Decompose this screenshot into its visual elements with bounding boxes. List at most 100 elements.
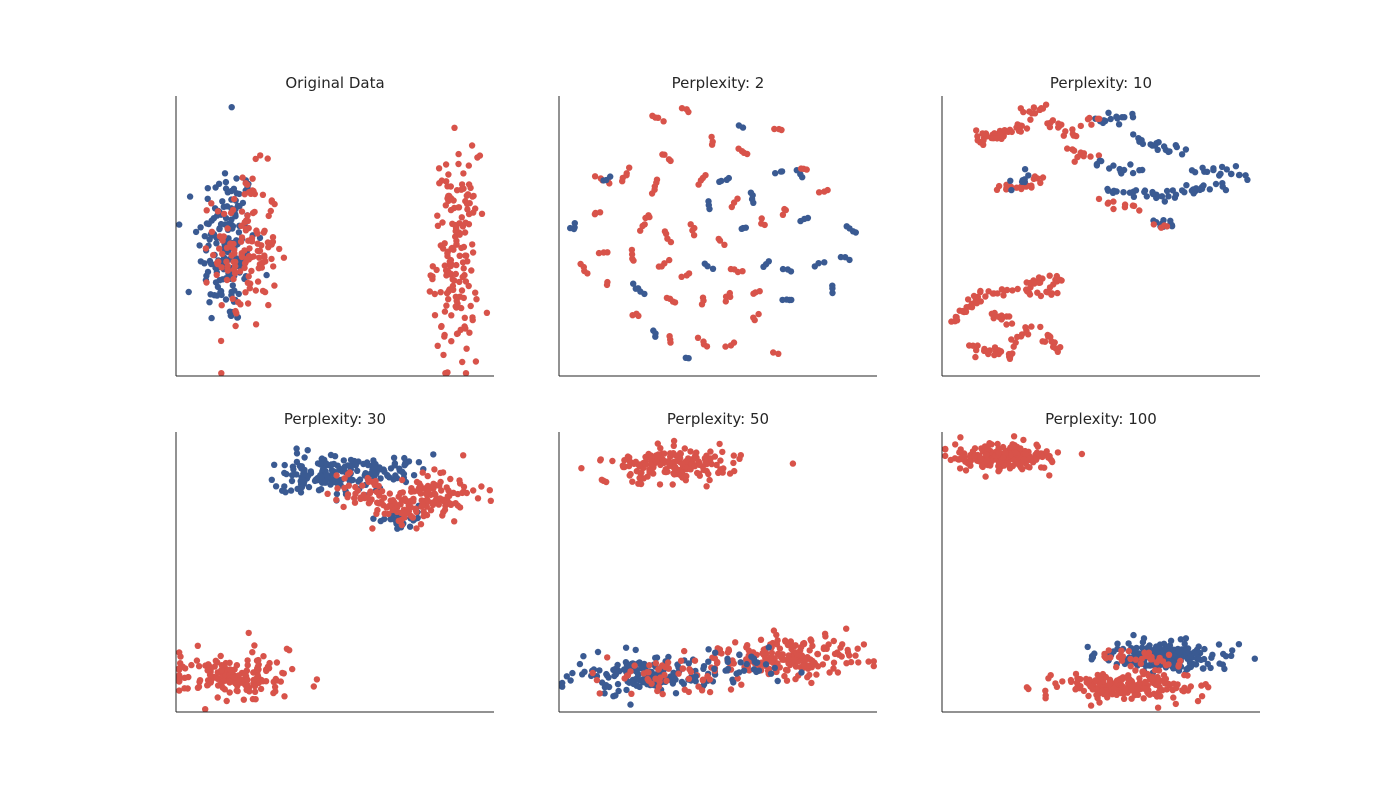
data-point-class-a [1143, 193, 1151, 200]
data-point-class-a [317, 486, 325, 493]
data-point-class-b [1134, 691, 1142, 698]
data-point-class-a [430, 451, 437, 458]
data-point-class-b [1020, 436, 1027, 444]
data-point-class-a [1207, 664, 1214, 672]
data-point-class-b [202, 245, 210, 252]
data-point-class-b [804, 674, 811, 681]
data-point-class-b [854, 645, 861, 652]
data-point-class-b [1000, 462, 1008, 469]
data-point-class-a [390, 454, 398, 461]
data-point-class-b [411, 488, 418, 495]
data-point-class-b [755, 310, 762, 318]
data-point-class-b [1077, 122, 1085, 130]
data-point-class-b [442, 370, 449, 377]
data-point-class-a [354, 467, 361, 474]
data-point-class-b [995, 449, 1003, 456]
data-point-class-a [616, 668, 623, 675]
data-point-class-b [434, 222, 442, 229]
data-point-class-b [474, 495, 482, 502]
data-point-class-b [814, 650, 822, 658]
data-point-class-b [266, 659, 273, 667]
data-point-class-a [217, 287, 225, 295]
data-point-class-b [700, 466, 707, 474]
data-point-class-b [441, 240, 448, 247]
data-point-class-a [222, 296, 230, 303]
data-point-class-b [961, 450, 968, 457]
data-point-class-b [1020, 456, 1027, 463]
data-point-class-b [1037, 464, 1045, 471]
data-point-class-b [953, 314, 960, 321]
data-point-class-a [1195, 643, 1202, 650]
panel-title: Perplexity: 50 [667, 410, 769, 428]
data-point-class-b [714, 658, 721, 666]
data-point-class-b [245, 273, 252, 280]
data-point-class-b [452, 270, 459, 278]
data-point-class-b [1165, 651, 1173, 658]
data-point-class-a [336, 466, 343, 473]
data-point-class-b [255, 661, 262, 668]
data-point-class-a [1007, 177, 1014, 184]
data-point-class-b [1121, 201, 1129, 208]
data-point-class-b [957, 434, 964, 441]
data-point-class-b [431, 466, 438, 473]
data-point-class-a [622, 644, 630, 651]
data-point-class-a [1160, 217, 1167, 224]
data-point-class-b [638, 475, 646, 482]
data-point-class-b [1172, 700, 1180, 708]
data-point-class-b [1148, 656, 1155, 663]
data-point-class-b [246, 245, 253, 252]
data-point-class-a [1130, 131, 1137, 138]
data-point-class-b [214, 694, 221, 701]
data-point-class-a [216, 277, 223, 284]
data-point-class-a [692, 673, 699, 680]
data-point-class-b [803, 166, 810, 173]
data-point-class-b [789, 460, 797, 467]
data-point-class-b [604, 654, 611, 661]
data-point-class-b [460, 265, 467, 272]
data-point-class-b [706, 476, 713, 484]
data-point-class-b [1110, 205, 1117, 213]
data-point-class-b [1098, 687, 1106, 695]
data-point-class-b [1015, 127, 1023, 134]
data-point-class-b [324, 490, 331, 497]
data-point-class-b [1087, 702, 1095, 709]
data-point-class-b [214, 675, 221, 682]
data-point-class-a [1158, 193, 1166, 200]
data-point-class-a [700, 665, 707, 672]
data-point-class-a [384, 471, 391, 479]
data-point-class-a [1025, 172, 1032, 179]
data-point-class-b [1034, 443, 1042, 450]
data-point-class-a [415, 459, 423, 466]
data-point-class-b [593, 676, 601, 684]
data-point-class-b [280, 254, 288, 261]
data-point-class-a [271, 461, 278, 468]
data-point-class-a [206, 299, 213, 306]
data-point-class-b [702, 172, 709, 179]
data-point-class-a [333, 490, 341, 498]
data-point-class-b [637, 227, 644, 234]
data-point-class-a [1149, 190, 1157, 198]
data-point-class-b [238, 253, 246, 261]
data-point-class-a [316, 475, 323, 482]
data-point-class-b [620, 463, 628, 470]
data-point-class-b [1051, 339, 1058, 346]
data-point-class-b [1078, 450, 1086, 458]
data-point-class-a [742, 224, 749, 231]
data-point-class-a [196, 242, 203, 249]
data-point-class-a [1235, 641, 1243, 648]
data-point-class-a [236, 203, 243, 210]
data-point-class-b [269, 234, 277, 241]
data-point-class-b [218, 666, 225, 674]
data-point-class-b [717, 466, 724, 473]
data-point-class-b [467, 302, 474, 310]
data-point-class-b [716, 440, 723, 448]
data-point-class-a [307, 470, 315, 477]
data-point-class-b [412, 507, 420, 514]
data-point-class-a [829, 289, 836, 297]
data-point-class-b [626, 458, 634, 465]
data-point-class-b [659, 690, 666, 698]
data-point-class-a [232, 213, 239, 220]
data-point-class-a [1210, 165, 1217, 172]
data-point-class-a [821, 259, 828, 266]
data-point-class-b [333, 472, 340, 479]
